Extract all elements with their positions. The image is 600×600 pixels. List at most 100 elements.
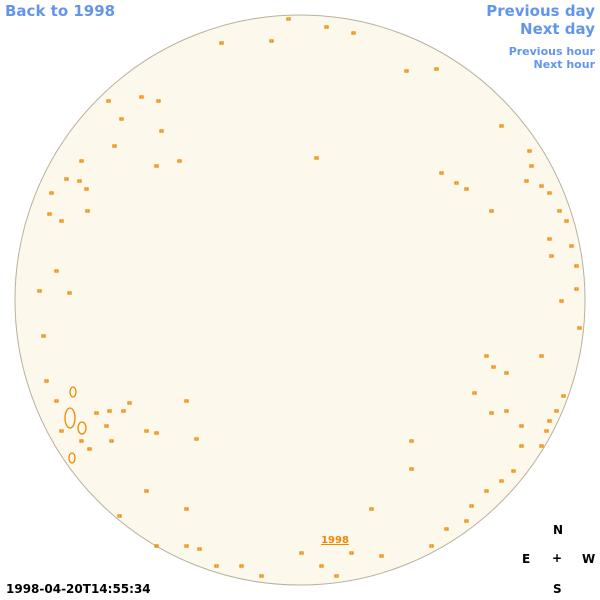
contour [144,429,149,433]
previous-day-link[interactable]: Previous day [486,2,595,20]
contour [64,177,69,181]
contour [79,159,84,163]
contour [489,209,494,213]
contour [569,244,574,248]
contour [197,547,202,551]
contour [379,554,384,558]
contour [59,429,64,433]
contour [127,401,132,405]
contour [539,184,544,188]
contour [67,291,72,295]
contour [434,67,439,71]
contour [557,209,562,213]
contour [259,574,264,578]
solar-disk [14,14,586,586]
contour [559,299,564,303]
contour [519,444,524,448]
contour [269,39,274,43]
contour [404,69,409,73]
contour [87,447,92,451]
contour [109,439,114,443]
contour [491,365,496,369]
contour [539,444,544,448]
contour [49,191,54,195]
contour [59,219,64,223]
contour [184,507,189,511]
contour [529,164,534,168]
contour [351,31,356,35]
contour [68,452,76,464]
contour [94,411,99,415]
contour [409,439,414,443]
contour [349,551,354,555]
year-link-text[interactable]: 1998 [321,535,349,546]
contour [69,386,77,398]
contour [527,149,532,153]
contour [106,99,111,103]
contour [112,144,117,148]
contour [504,409,509,413]
contour [544,429,549,433]
compass-center: + [552,551,563,565]
contour [334,574,339,578]
contour [77,179,82,183]
contour [37,289,42,293]
contour [439,171,444,175]
contour [454,181,459,185]
contour [194,437,199,441]
contour [484,354,489,358]
contour [77,421,87,435]
contour [184,399,189,403]
contour [144,489,149,493]
contour [561,394,566,398]
contour [549,254,554,258]
contour [324,25,329,29]
contour [286,17,291,21]
contour [499,479,504,483]
contour [464,187,469,191]
contour [44,379,49,383]
contour [499,124,504,128]
contour [554,409,559,413]
contour [429,544,434,548]
next-hour-link[interactable]: Next hour [533,58,596,71]
contour [154,431,159,435]
contour [547,191,552,195]
magnetic-contours [37,17,582,578]
back-link[interactable]: Back to 1998 [5,2,116,20]
contour [41,334,46,338]
contour [156,99,161,103]
compass-west: W [582,552,596,566]
contour [369,507,374,511]
contour [564,219,569,223]
contour [84,187,89,191]
contour [214,564,219,568]
contour [299,551,304,555]
contour [121,409,126,413]
compass-east: E [522,552,531,566]
contour [547,419,552,423]
previous-hour-link[interactable]: Previous hour [508,45,595,58]
contour [577,326,582,330]
contour [177,159,182,163]
compass-north: N [553,523,564,537]
contour [547,237,552,241]
timestamp: 1998-04-20T14:55:34 [6,582,151,596]
contour [444,527,449,531]
contour [484,489,489,493]
contour [539,354,544,358]
next-day-link[interactable]: Next day [520,20,595,38]
contour [574,287,579,291]
contour [489,411,494,415]
contour [159,129,164,133]
contour [319,564,324,568]
contour [239,564,244,568]
contour [107,409,112,413]
contour [519,424,524,428]
contour [104,424,109,428]
year-link[interactable]: 1998 [321,535,349,546]
contour [504,371,509,375]
contour [469,504,474,508]
